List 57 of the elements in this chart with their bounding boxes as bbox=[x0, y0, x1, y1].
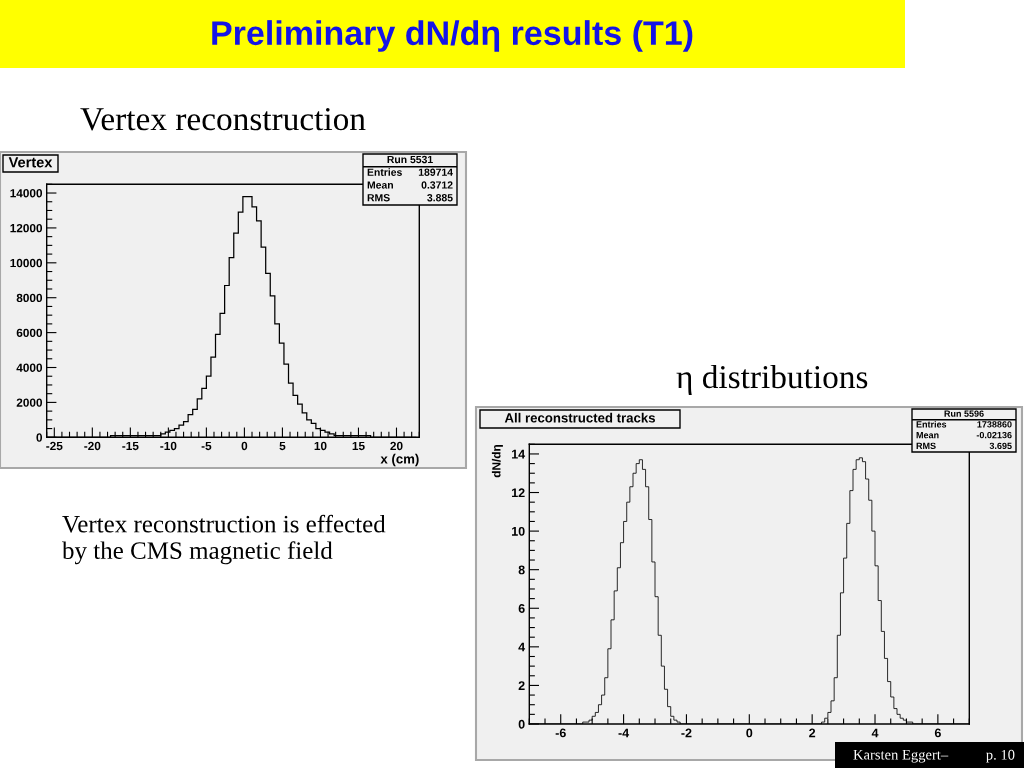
y-tick-label: 6000 bbox=[16, 328, 43, 337]
x-tick-label: 20 bbox=[390, 441, 403, 451]
annotation: RMS bbox=[916, 442, 936, 450]
x-tick-label: -20 bbox=[84, 441, 101, 451]
y-axis-title: dN/dη bbox=[491, 445, 503, 478]
x-tick-label: -5 bbox=[201, 441, 212, 451]
text: p. 10 bbox=[986, 749, 1015, 763]
y-tick-label: 8 bbox=[518, 565, 525, 575]
chart-title: Vertex bbox=[8, 157, 53, 168]
x-tick-label: -15 bbox=[122, 441, 139, 451]
y-tick-label: 0 bbox=[36, 433, 43, 442]
x-tick-label: 2 bbox=[809, 728, 816, 738]
text: -0.02136 bbox=[976, 431, 1012, 439]
y-tick-label: 10 bbox=[512, 526, 525, 536]
y-tick-label: 14 bbox=[512, 449, 526, 459]
text: 3.695 bbox=[989, 442, 1012, 450]
x-tick-label: -4 bbox=[618, 728, 630, 738]
x-tick-label: 4 bbox=[871, 728, 879, 738]
x-axis-title: x (cm) bbox=[380, 453, 419, 467]
x-tick-label: 0 bbox=[241, 441, 248, 451]
y-tick-label: 12000 bbox=[10, 223, 43, 233]
text: Entries bbox=[367, 168, 402, 176]
x-tick-label: -6 bbox=[555, 728, 566, 738]
text: Vertex reconstruction is effected by the CMS magnetic field bbox=[62, 514, 386, 565]
y-tick-label: 10000 bbox=[10, 258, 43, 268]
text: Entries bbox=[916, 420, 947, 428]
text: Mean bbox=[916, 432, 939, 439]
text: η distributions bbox=[676, 364, 868, 396]
text: Preliminary dN/dη results (T1) bbox=[212, 20, 693, 52]
text: Run 5531 bbox=[387, 155, 433, 164]
y-tick-label: 14000 bbox=[10, 189, 43, 198]
y-tick-label: 2 bbox=[518, 681, 525, 690]
x-tick-label: -25 bbox=[46, 441, 63, 451]
y-tick-label: 0 bbox=[518, 719, 525, 729]
text: 0.3712 bbox=[421, 181, 453, 189]
x-tick-label: 5 bbox=[279, 441, 286, 451]
x-tick-label: 6 bbox=[934, 728, 941, 738]
y-tick-label: 6 bbox=[518, 604, 525, 613]
text: Run 5596 bbox=[944, 410, 984, 417]
text: 3.885 bbox=[427, 194, 453, 202]
x-tick-label: 10 bbox=[314, 441, 327, 451]
x-tick-label: -10 bbox=[160, 441, 177, 451]
annotation: RMS bbox=[367, 194, 390, 202]
x-tick-label: -2 bbox=[681, 728, 692, 738]
y-tick-label: 4000 bbox=[16, 363, 43, 372]
y-tick-label: 8000 bbox=[16, 293, 43, 303]
y-tick-label: 2000 bbox=[16, 398, 43, 407]
text: Vertex reconstruction bbox=[80, 107, 366, 131]
annotation: Mean bbox=[367, 181, 393, 189]
text: 1738860 bbox=[977, 421, 1012, 428]
y-tick-label: 12 bbox=[512, 488, 525, 498]
x-tick-label: 0 bbox=[746, 728, 753, 738]
chart-title: All reconstructed tracks bbox=[504, 412, 655, 423]
text: Karsten Eggert– bbox=[853, 749, 949, 763]
y-tick-label: 4 bbox=[518, 642, 526, 652]
text: 189714 bbox=[418, 168, 453, 176]
x-tick-label: 15 bbox=[352, 441, 365, 451]
